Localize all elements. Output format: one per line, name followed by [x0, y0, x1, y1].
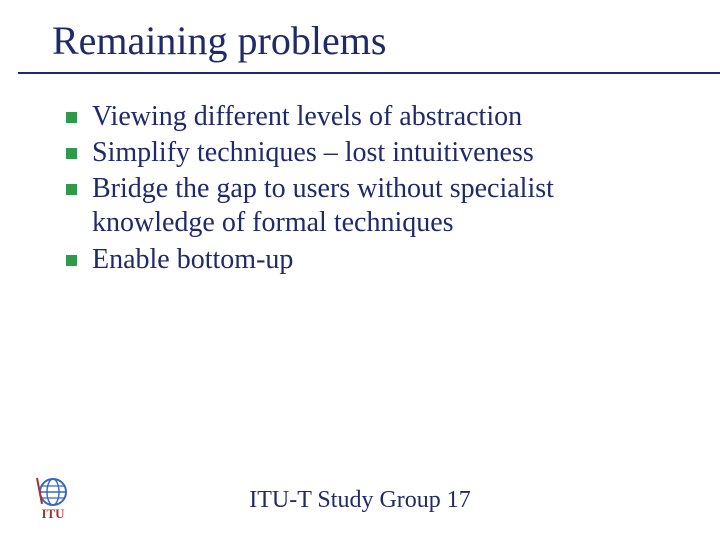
bullet-text: Viewing different levels of abstraction	[92, 101, 522, 132]
bullet-square-icon	[66, 112, 77, 123]
footer-text: ITU-T Study Group 17	[0, 487, 720, 514]
slide: Remaining problems Viewing different lev…	[0, 0, 720, 540]
list-item: Simplify techniques – lost intuitiveness	[66, 136, 672, 170]
bullet-text: Bridge the gap to users without speciali…	[92, 173, 554, 238]
bullet-text: Enable bottom-up	[92, 244, 293, 275]
bullet-square-icon	[66, 148, 77, 159]
list-item: Enable bottom-up	[66, 243, 672, 277]
list-item: Viewing different levels of abstraction	[66, 100, 672, 134]
list-item: Bridge the gap to users without speciali…	[66, 172, 672, 240]
title-rule	[18, 72, 720, 74]
bullet-square-icon	[66, 255, 77, 266]
page-title: Remaining problems	[52, 18, 702, 64]
bullet-square-icon	[66, 184, 77, 195]
bullet-text: Simplify techniques – lost intuitiveness	[92, 137, 534, 168]
bullet-list: Viewing different levels of abstraction …	[52, 100, 702, 277]
